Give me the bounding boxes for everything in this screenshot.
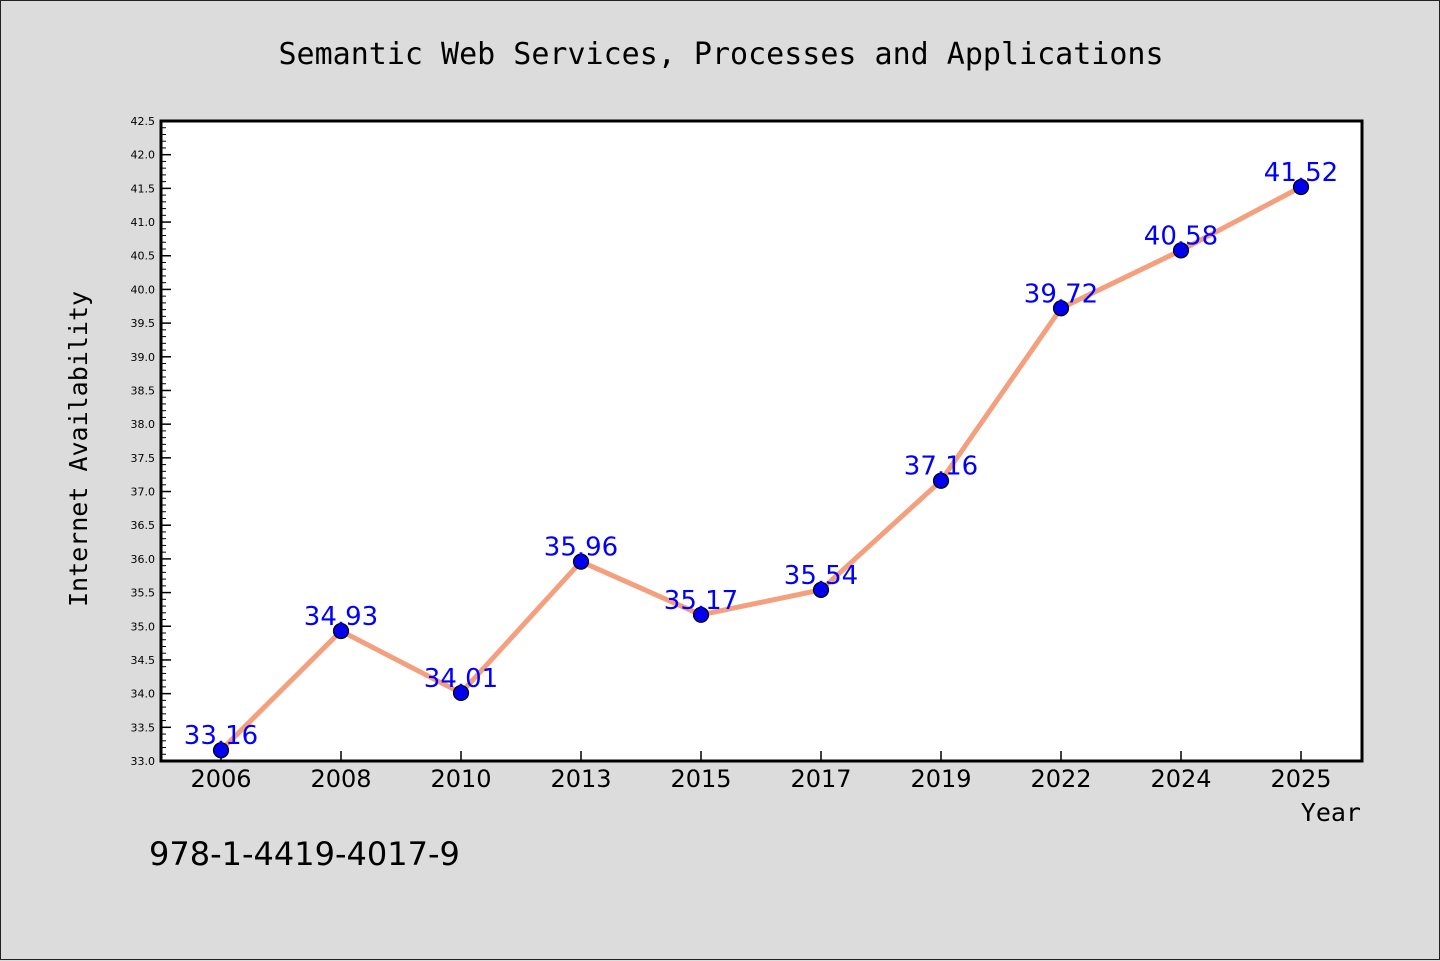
chart-title: Semantic Web Services, Processes and App… [278, 37, 1163, 72]
x-tick-label: 2019 [910, 765, 971, 793]
y-tick-label: 37.0 [131, 486, 156, 499]
y-tick-label: 37.5 [131, 452, 156, 465]
y-tick-label: 38.5 [131, 384, 156, 397]
x-tick-label: 2025 [1270, 765, 1331, 793]
y-tick-label: 42.5 [131, 115, 156, 128]
data-point [692, 606, 710, 623]
data-label: 34.93 [304, 602, 378, 632]
data-label: 39.72 [1024, 279, 1098, 309]
y-tick-label: 38.0 [131, 418, 156, 431]
y-tick-label: 41.0 [131, 216, 156, 229]
data-label: 34.01 [424, 664, 498, 694]
x-tick-label: 2022 [1030, 765, 1091, 793]
y-tick-label: 36.5 [131, 519, 156, 532]
data-point [932, 472, 950, 489]
y-tick-label: 39.5 [131, 317, 156, 330]
isbn-label: 978-1-4419-4017-9 [149, 835, 460, 873]
x-tick-label: 2017 [790, 765, 851, 793]
data-label: 40.58 [1144, 221, 1218, 251]
data-label: 33.16 [184, 721, 258, 751]
y-axis: 33.0 33.5 34.0 34.5 35.0 35.5 36.0 36.5 37.0 37.5… [131, 115, 171, 768]
data-label: 41.52 [1264, 158, 1338, 188]
x-tick-label: 2008 [310, 765, 371, 793]
y-tick-label: 33.0 [131, 755, 156, 768]
plot-area [159, 119, 1364, 763]
data-point [812, 581, 830, 598]
y-tick-label: 34.5 [131, 654, 156, 667]
y-tick-label: 35.0 [131, 620, 156, 633]
data-point [1052, 300, 1070, 317]
y-tick-label: 40.0 [131, 283, 156, 296]
data-label: 35.17 [664, 586, 738, 616]
y-tick-label: 40.5 [131, 250, 156, 263]
x-tick-label: 2013 [550, 765, 611, 793]
x-axis: 2006 2008 2010 2013 2015 2017 2019 2022 2024 2025 [190, 751, 1332, 793]
data-label: 35.54 [784, 561, 858, 591]
y-axis-label: Internet Availability [64, 291, 93, 607]
data-labels: 33.16 34.93 34.01 35.96 35.17 35.54 37.16 39.72… [184, 158, 1338, 751]
y-tick-label: 39.0 [131, 351, 156, 364]
x-tick-label: 2024 [1150, 765, 1211, 793]
x-axis-label: Year [1301, 798, 1361, 827]
y-tick-label: 36.0 [131, 553, 156, 566]
y-tick-label: 34.0 [131, 688, 156, 701]
data-point [1292, 178, 1310, 196]
y-tick-label: 41.5 [131, 182, 156, 195]
data-point [452, 684, 470, 702]
y-tick-label: 33.5 [131, 721, 156, 734]
data-point [212, 742, 230, 759]
series-markers [212, 178, 1310, 759]
y-tick-label: 35.5 [131, 587, 156, 600]
x-tick-label: 2006 [190, 765, 251, 793]
data-point [1172, 242, 1190, 259]
data-label: 35.96 [544, 533, 618, 563]
data-point [572, 553, 590, 570]
data-point [332, 622, 350, 640]
data-label: 37.16 [904, 452, 978, 482]
x-tick-label: 2010 [430, 765, 491, 793]
series-line [218, 184, 1304, 753]
x-tick-label: 2015 [670, 765, 731, 793]
y-tick-label: 42.0 [131, 149, 156, 162]
